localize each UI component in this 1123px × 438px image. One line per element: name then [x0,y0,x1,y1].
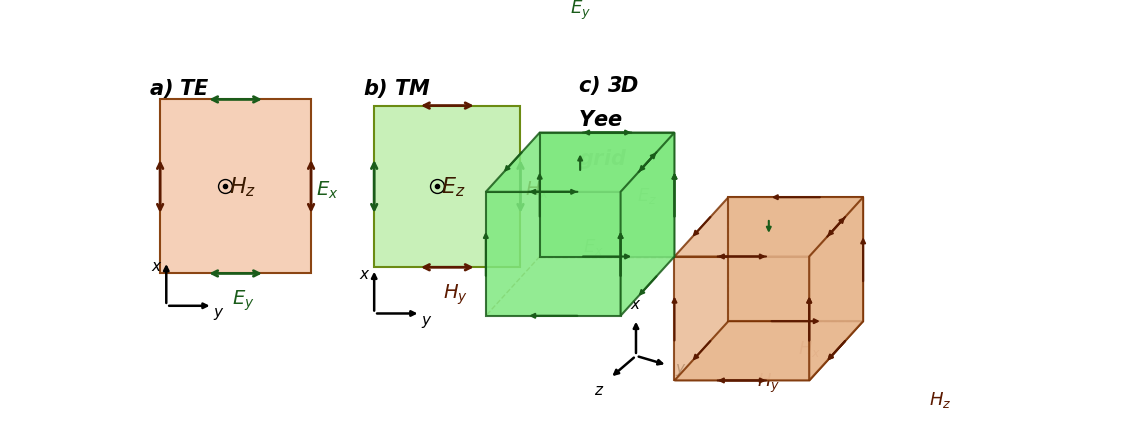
Text: $E_z$: $E_z$ [441,175,466,199]
Text: $y$: $y$ [421,314,432,329]
Text: $z$: $z$ [594,382,604,397]
Polygon shape [486,192,621,316]
Text: $\bfit{c)}$ $\bfit{3D}$: $\bfit{c)}$ $\bfit{3D}$ [578,74,639,97]
Text: $x$: $x$ [630,297,641,311]
Text: $H_x$: $H_x$ [797,339,821,358]
Text: $y$: $y$ [675,361,686,377]
Text: $H_y$: $H_y$ [757,371,780,395]
Text: $E_y$: $E_y$ [569,0,591,22]
Text: $\bfit{a)}\ \bfit{TE}$: $\bfit{a)}\ \bfit{TE}$ [149,77,210,100]
Text: $\bfit{b)}\ \bfit{TM}$: $\bfit{b)}\ \bfit{TM}$ [363,77,430,100]
Polygon shape [621,133,675,316]
Polygon shape [729,198,864,321]
Text: $H_z$: $H_z$ [929,389,951,409]
Text: $x$: $x$ [359,266,371,281]
FancyBboxPatch shape [161,100,311,274]
Text: $H_y$: $H_y$ [442,282,467,306]
Text: $E_z$: $E_z$ [637,185,657,205]
Text: $E_x$: $E_x$ [316,180,338,201]
Text: $\bfit{grid}$: $\bfit{grid}$ [578,146,628,170]
Text: $H_x$: $H_x$ [526,180,550,201]
Text: $E_x$: $E_x$ [583,237,604,257]
Text: $E_y$: $E_y$ [232,288,255,312]
Text: $x$: $x$ [152,259,163,274]
Text: $H_z$: $H_z$ [229,175,256,199]
Polygon shape [675,198,864,257]
Polygon shape [540,133,675,257]
Polygon shape [675,321,864,381]
Polygon shape [486,133,675,192]
Polygon shape [810,198,864,381]
FancyBboxPatch shape [374,106,520,268]
Text: $y$: $y$ [213,306,225,322]
Polygon shape [675,257,810,381]
Text: $\bfit{Yee}$: $\bfit{Yee}$ [578,110,623,130]
